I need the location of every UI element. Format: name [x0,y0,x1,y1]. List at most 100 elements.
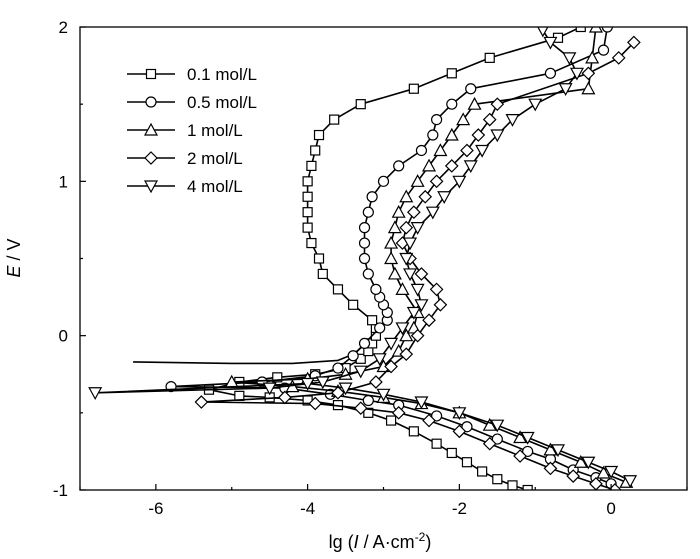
plot-area [88,27,641,490]
data-point [543,442,558,456]
data-point [585,50,600,64]
data-point [444,159,459,173]
data-point [310,145,321,156]
x-tick-label: -2 [452,499,467,518]
data-point [278,390,292,405]
data-point [543,461,558,476]
data-point [471,128,486,142]
data-point [362,268,374,280]
data-point [490,129,505,143]
data-point [262,382,277,396]
legend-marker [145,96,157,108]
data-point [384,337,399,351]
data-point [332,362,344,374]
data-point [414,267,429,281]
x-axis-label-unit: / A·cm [359,532,415,552]
legend: 0.1 mol/L 0.5 mol/L 1 mol/L 2 mol/L 4 mol/L [127,65,257,196]
data-point [338,382,353,396]
data-point [353,365,368,379]
data-point [528,98,543,112]
data-point [272,372,283,383]
data-point [391,204,406,218]
data-point [399,189,414,203]
data-point [482,112,497,127]
data-point [433,143,448,157]
data-point [522,484,533,490]
data-point [461,457,473,468]
data-point [456,112,471,126]
data-point [332,284,344,295]
data-point [377,175,390,187]
data-point [391,405,406,420]
data-point [395,282,410,295]
data-point [433,297,448,312]
data-point [429,282,444,297]
data-point [300,377,315,391]
data-point [446,98,458,110]
x-axis-label-prefix: lg ( [329,532,354,552]
data-point [410,283,425,297]
data-point [399,220,414,235]
data-point [315,376,330,390]
data-point [355,99,366,110]
data-point [403,237,418,251]
data-point [302,222,313,233]
data-point [372,353,387,367]
x-tick-label: -4 [300,499,315,518]
data-point [551,444,566,458]
data-point [393,160,405,172]
data-point [522,445,534,458]
x-tick-label: 0 [606,499,615,518]
data-point [302,191,313,202]
data-point [422,158,437,172]
data-point [387,266,402,280]
data-point [88,387,103,401]
data-point [353,401,368,416]
data-point [575,27,586,33]
data-point [507,480,518,490]
legend-entry-4: 2 mol/L [127,149,243,168]
data-point [463,160,478,174]
data-point [588,27,603,33]
data-point [452,175,467,189]
legend-label: 0.1 mol/L [187,65,257,84]
data-point [446,68,457,79]
data-point [194,395,209,409]
legend-entry-2: 0.5 mol/L [127,93,257,112]
data-point [490,419,505,433]
data-point [387,220,402,234]
data-point [415,144,428,157]
data-point [543,36,558,50]
x-tick-label: -6 [148,499,163,518]
data-point [376,388,391,402]
data-point [358,237,371,249]
y-tick-label: 1 [59,172,68,191]
x-axis-label-exponent: -2 [415,530,426,544]
y-tick-label: 0 [59,327,68,346]
data-point [601,27,613,33]
y-axis-label: E / V [4,238,24,277]
data-point [581,81,596,95]
data-point [596,465,611,479]
data-point [460,143,474,158]
data-point [399,347,414,362]
data-point [408,426,419,437]
data-point [569,67,584,81]
data-point [410,222,425,235]
legend-label: 2 mol/L [187,149,243,168]
data-point [406,306,421,320]
data-point [403,268,418,282]
y-axis-label-unit: / V [4,238,24,265]
data-point [581,456,596,470]
data-point [477,466,488,477]
data-point [384,251,399,265]
data-point [313,253,325,264]
legend-label: 4 mol/L [187,177,243,196]
data-point [461,421,473,433]
data-point [422,413,436,428]
data-point [362,394,374,407]
series-2 [165,27,617,490]
data-point [537,27,549,38]
